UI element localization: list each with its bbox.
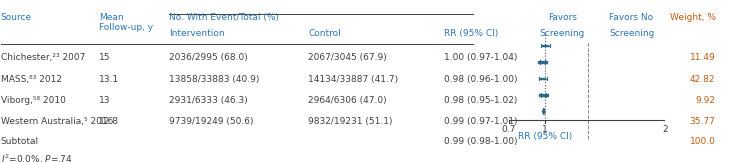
- Bar: [539, 94, 548, 96]
- Text: 2036/2995 (68.0): 2036/2995 (68.0): [169, 53, 248, 63]
- Text: 2: 2: [662, 125, 668, 134]
- Text: Screening: Screening: [539, 29, 585, 38]
- Text: 0.98 (0.95-1.02): 0.98 (0.95-1.02): [444, 96, 517, 105]
- Text: 0.7: 0.7: [502, 125, 516, 134]
- Text: 0.99 (0.98-1.00): 0.99 (0.98-1.00): [444, 137, 517, 146]
- Text: 9.92: 9.92: [695, 96, 716, 105]
- Text: 0.99 (0.97-1.01): 0.99 (0.97-1.01): [444, 117, 517, 126]
- Text: 100.0: 100.0: [690, 137, 716, 146]
- Text: Weight, %: Weight, %: [669, 13, 716, 22]
- Text: 2931/6333 (46.3): 2931/6333 (46.3): [169, 96, 248, 105]
- Text: $I^2$=0.0%, $P$=.74: $I^2$=0.0%, $P$=.74: [1, 153, 73, 162]
- Polygon shape: [542, 108, 545, 115]
- Text: 1: 1: [542, 125, 548, 134]
- Text: 2067/3045 (67.9): 2067/3045 (67.9): [308, 53, 387, 63]
- Text: Source: Source: [1, 13, 32, 22]
- Text: Subtotal: Subtotal: [1, 137, 39, 146]
- Text: RR (95% CI): RR (95% CI): [444, 29, 498, 38]
- Text: Intervention: Intervention: [169, 29, 225, 38]
- Text: Western Australia,⁵ 2016: Western Australia,⁵ 2016: [1, 117, 113, 126]
- Text: Favors No: Favors No: [609, 13, 653, 22]
- Text: Control: Control: [308, 29, 341, 38]
- Bar: [538, 61, 548, 63]
- Text: 13.1: 13.1: [99, 75, 119, 84]
- Text: Favors: Favors: [548, 13, 577, 22]
- Text: Mean
Follow-up, y: Mean Follow-up, y: [99, 13, 153, 32]
- Text: 15: 15: [99, 53, 110, 63]
- Text: 2964/6306 (47.0): 2964/6306 (47.0): [308, 96, 387, 105]
- Text: 12.8: 12.8: [99, 117, 119, 126]
- Text: Viborg,⁵⁸ 2010: Viborg,⁵⁸ 2010: [1, 96, 65, 105]
- Text: Screening: Screening: [609, 29, 655, 38]
- Text: MASS,⁸³ 2012: MASS,⁸³ 2012: [1, 75, 62, 84]
- Text: RR (95% CI): RR (95% CI): [518, 132, 572, 141]
- Text: 1.00 (0.97-1.04): 1.00 (0.97-1.04): [444, 53, 517, 63]
- Text: 11.49: 11.49: [690, 53, 716, 63]
- Bar: [542, 45, 548, 46]
- Text: 0.98 (0.96-1.00): 0.98 (0.96-1.00): [444, 75, 517, 84]
- Text: 14134/33887 (41.7): 14134/33887 (41.7): [308, 75, 398, 84]
- Text: 35.77: 35.77: [690, 117, 716, 126]
- Text: Chichester,²³ 2007: Chichester,²³ 2007: [1, 53, 85, 63]
- Text: 9832/19231 (51.1): 9832/19231 (51.1): [308, 117, 393, 126]
- Text: 42.82: 42.82: [690, 75, 716, 84]
- Text: No. With Event/Total (%): No. With Event/Total (%): [169, 13, 279, 22]
- Text: 9739/19249 (50.6): 9739/19249 (50.6): [169, 117, 254, 126]
- Text: 13858/33883 (40.9): 13858/33883 (40.9): [169, 75, 260, 84]
- Bar: [540, 78, 545, 79]
- Text: 13: 13: [99, 96, 110, 105]
